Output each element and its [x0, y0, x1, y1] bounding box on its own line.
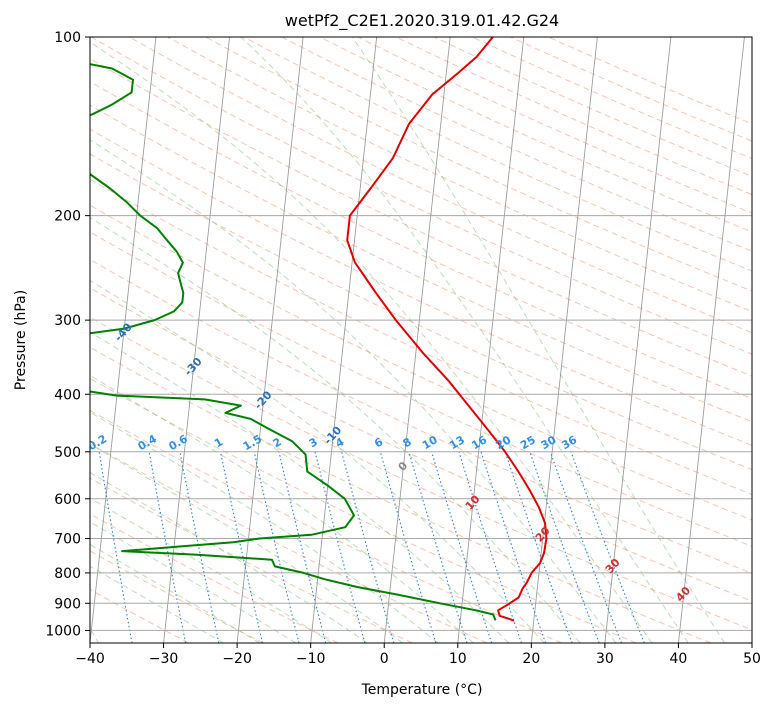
mixing-ratio-label: 8 [401, 435, 414, 450]
isotherm-line [605, 37, 671, 643]
dry-adiabat [282, 37, 775, 643]
x-tick-label: 10 [449, 651, 467, 667]
warm-isotherm-label: 20 [533, 524, 553, 544]
mixing-ratio-line [550, 452, 621, 643]
mixing-ratio-label: 2 [271, 435, 284, 450]
dry-adiabat [434, 37, 775, 643]
mixing-ratio-line [342, 452, 394, 643]
warm-isotherm-label: 0 [396, 459, 411, 474]
y-tick-label: 700 [54, 532, 81, 548]
dry-adiabat [396, 37, 775, 643]
y-axis-label: Pressure (hPa) [13, 290, 29, 390]
mixing-ratio-label: 16 [469, 433, 489, 452]
y-tick-label: 100 [54, 30, 81, 46]
mixing-ratio-label: 1.5 [241, 432, 264, 453]
isotherm-line [678, 37, 744, 643]
x-tick-label: 20 [522, 651, 540, 667]
y-tick-label: 1000 [45, 623, 81, 639]
mixing-ratio-label: 6 [372, 435, 385, 450]
mixing-ratio-label: 30 [539, 433, 559, 452]
dry-adiabat [244, 37, 775, 643]
x-tick-label: 30 [596, 651, 614, 667]
dry-adiabat [358, 37, 775, 643]
mixing-ratio-label: 3 [307, 435, 320, 450]
mixing-ratio-line [380, 452, 436, 643]
y-tick-label: 300 [54, 313, 81, 329]
dry-adiabat [472, 37, 775, 643]
y-tick-label: 500 [54, 445, 81, 461]
temperature-profile [347, 37, 546, 620]
x-axis-label: Temperature (°C) [361, 682, 483, 698]
dry-adiabat [0, 37, 636, 643]
moist-adiabat [0, 37, 332, 643]
dry-adiabat [0, 37, 487, 643]
mixing-ratio-line [99, 452, 132, 643]
mixing-ratio-label: 0.2 [86, 432, 109, 453]
mixing-ratio-label: 20 [494, 433, 514, 452]
mixing-ratio-label: 10 [420, 433, 440, 452]
isotherm-line [0, 37, 9, 643]
mixing-ratio-line [180, 452, 219, 643]
moist-adiabat [0, 37, 224, 643]
y-tick-label: 600 [54, 492, 81, 508]
mixing-ratio-label: 0.4 [136, 432, 160, 453]
chart-title: wetPf2_C2E1.2020.319.01.42.G24 [285, 11, 559, 31]
x-tick-label: −40 [75, 651, 105, 667]
x-tick-label: 50 [743, 651, 761, 667]
mixing-ratio-line [530, 452, 599, 643]
y-tick-label: 400 [54, 387, 81, 403]
moist-adiabat [0, 37, 509, 643]
dry-adiabat [0, 37, 338, 643]
dry-adiabat [0, 37, 711, 643]
mixing-ratio-line [505, 452, 572, 643]
plot-frame [90, 37, 752, 643]
warm-isotherm-label: 10 [463, 492, 483, 512]
dry-adiabat [168, 37, 775, 643]
dry-adiabat [549, 37, 775, 643]
y-tick-label: 900 [54, 596, 81, 612]
profile-series [5, 37, 547, 620]
dry-adiabat [0, 37, 562, 643]
isotherm-line [164, 37, 230, 643]
y-tick-label: 800 [54, 566, 81, 582]
mixing-ratio-label: 36 [559, 433, 579, 452]
moist-adiabat [0, 37, 403, 643]
moist-adiabat [241, 37, 688, 643]
mixing-ratio-label: 13 [447, 433, 467, 452]
x-tick-label: −20 [222, 651, 252, 667]
y-tick-label: 200 [54, 209, 81, 225]
mixing-ratio-line [254, 452, 299, 643]
dry-adiabat [510, 37, 775, 643]
isotherm-line [384, 37, 450, 643]
moist-adiabat [0, 37, 438, 643]
dry-adiabat [320, 37, 775, 643]
mixing-ratio-label: 1 [212, 435, 225, 450]
mixing-ratio-line [409, 452, 467, 643]
mixing-ratio-line [221, 452, 263, 643]
dry-adiabat [91, 37, 775, 643]
warm-isotherm-label: 40 [673, 584, 693, 604]
isotherm-label: -50 [43, 279, 66, 303]
isotherm-label: -20 [252, 388, 275, 412]
x-tick-label: −10 [296, 651, 326, 667]
isotherm-line [311, 37, 377, 643]
x-tick-label: 0 [380, 651, 389, 667]
dry-adiabat [0, 37, 412, 643]
moist-adiabat [0, 37, 544, 643]
isotherm-line [752, 37, 775, 643]
x-tick-label: −30 [149, 651, 179, 667]
isotherm-label: -30 [182, 355, 205, 379]
x-tick-label: 40 [670, 651, 688, 667]
